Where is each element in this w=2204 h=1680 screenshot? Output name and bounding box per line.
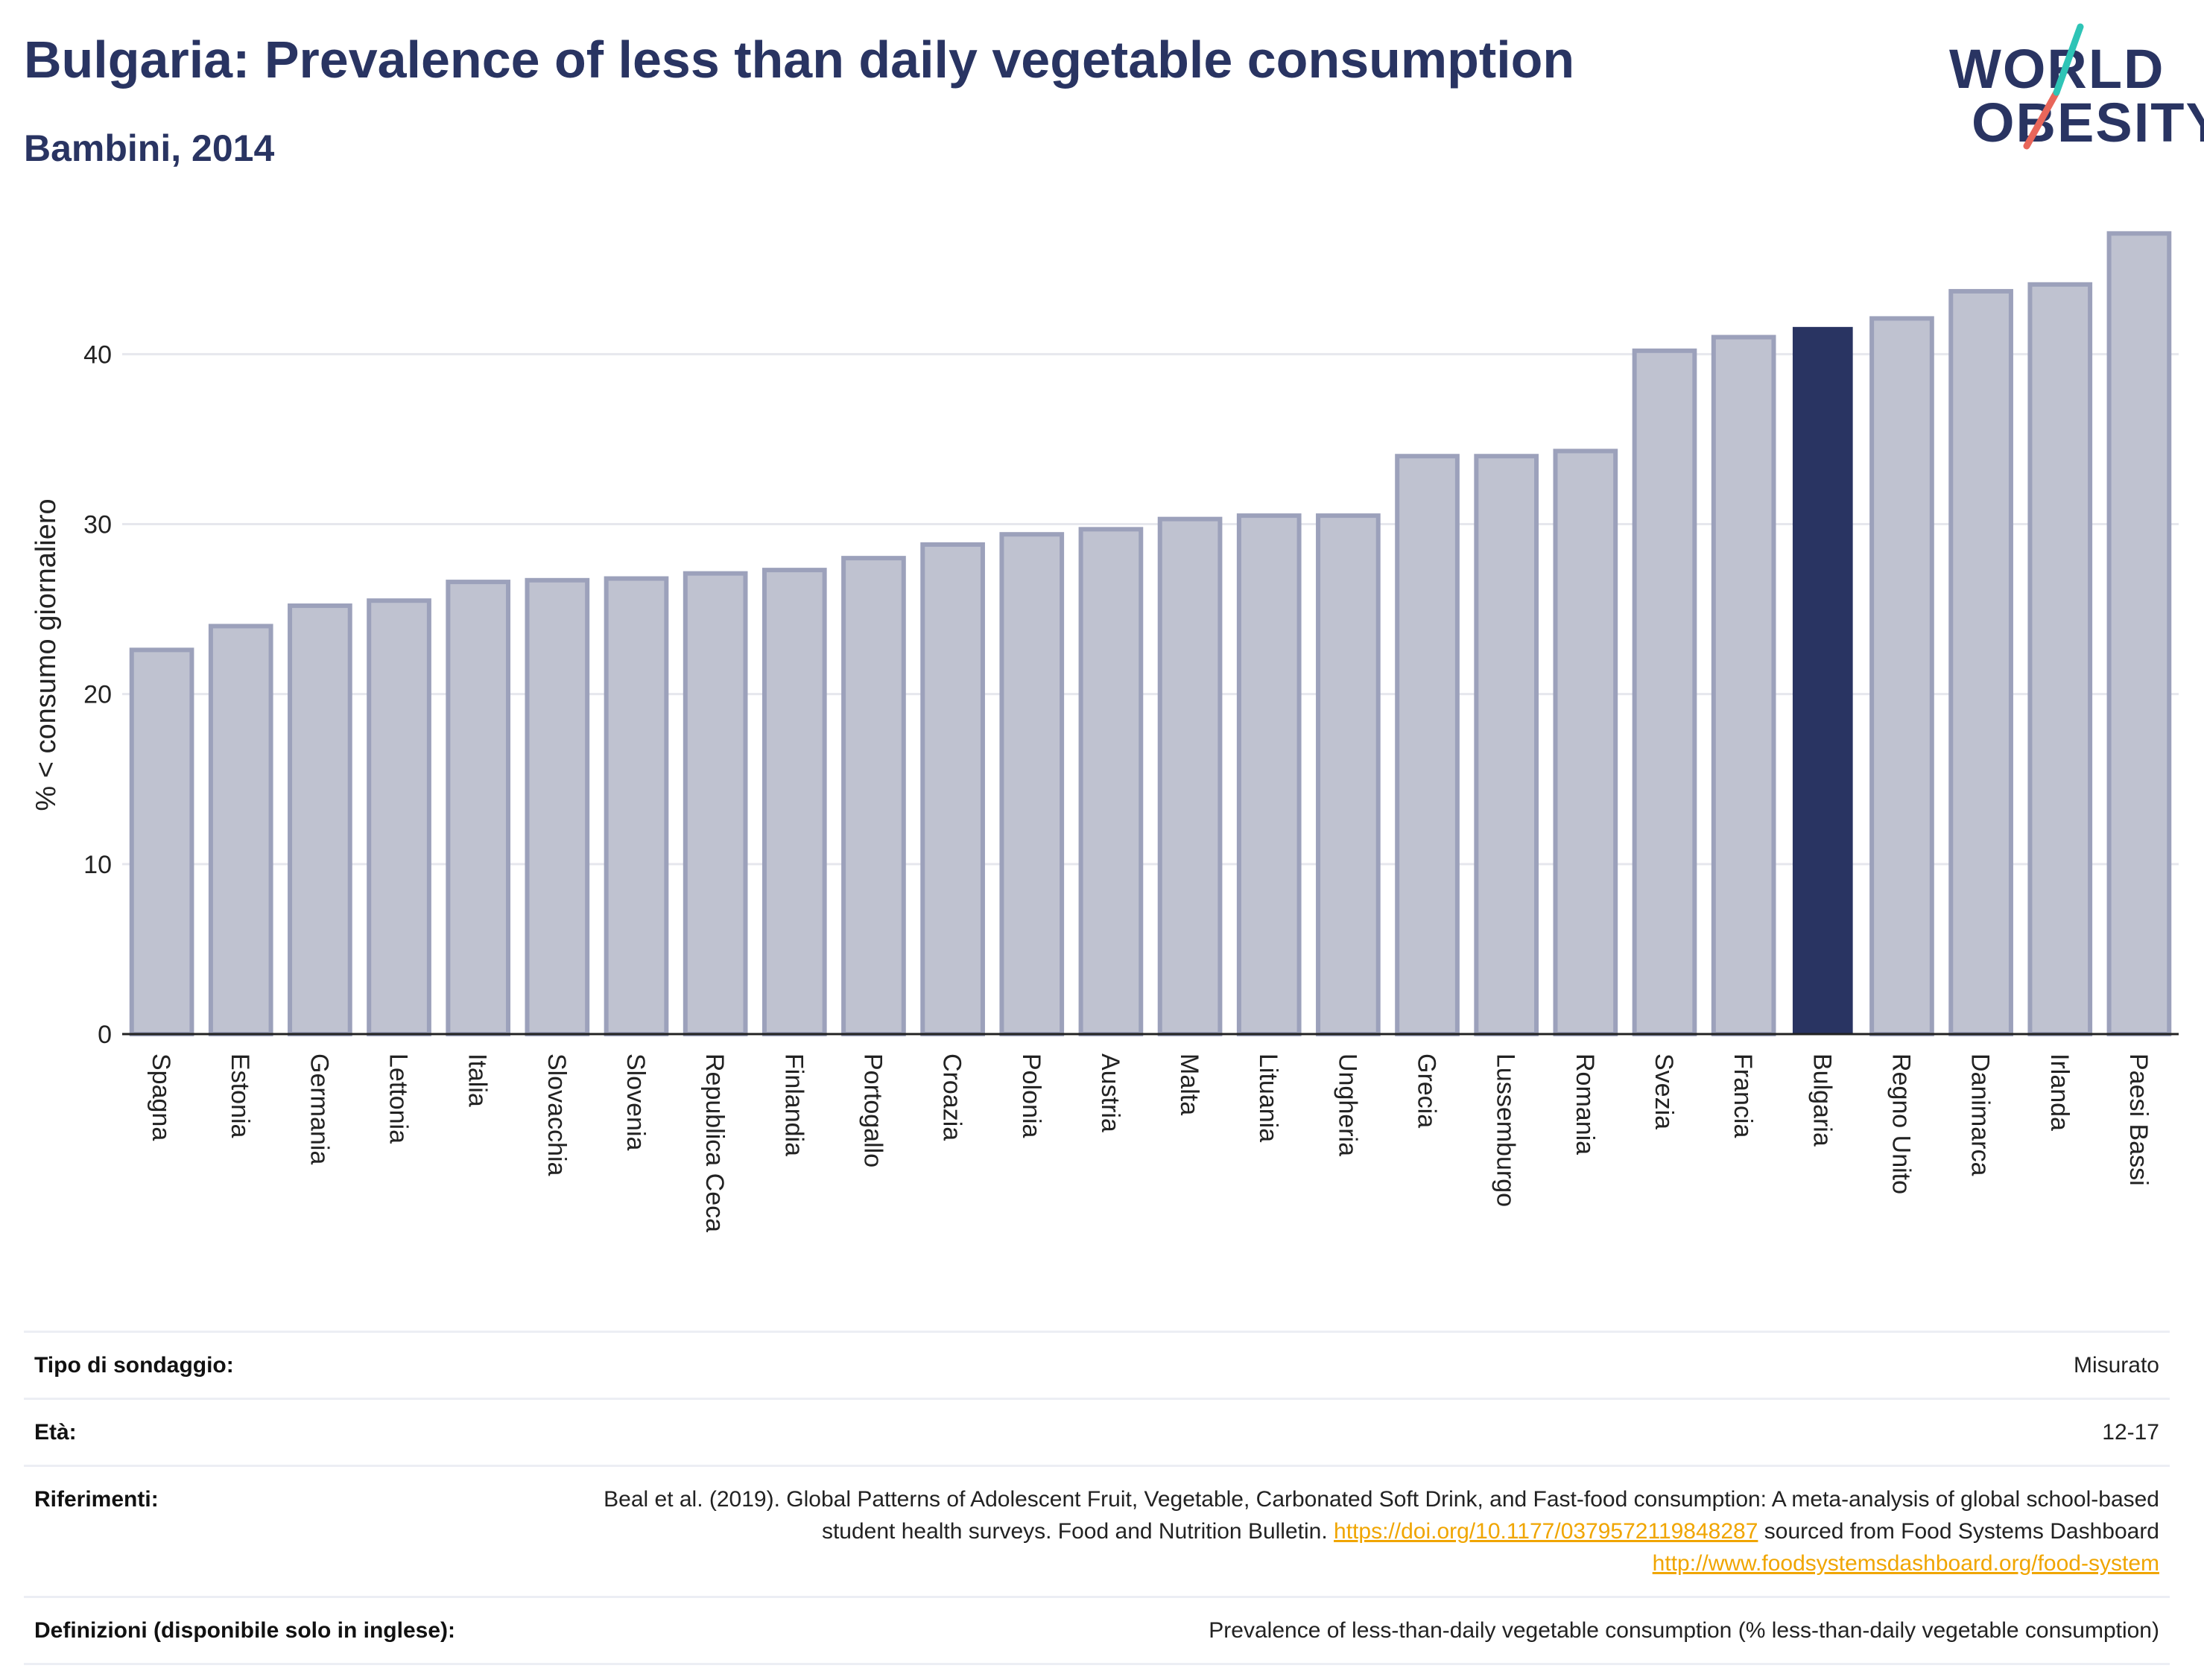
bar-croazia[interactable] — [920, 542, 985, 1036]
x-tick-label: Bulgaria — [1808, 1053, 1836, 1147]
x-tick-label: Ungheria — [1333, 1053, 1361, 1156]
x-tick-label: Lussemburgo — [1492, 1053, 1520, 1207]
bar-estonia[interactable] — [208, 624, 273, 1036]
bar-slovacchia[interactable] — [525, 577, 590, 1036]
references-source-text: sourced from Food Systems Dashboard — [1764, 1519, 2159, 1544]
chart-title: Bulgaria: Prevalence of less than daily … — [24, 31, 1575, 89]
bar-bulgaria[interactable] — [1792, 326, 1853, 1034]
references-text: Beal et al. (2019). Global Patterns of A… — [604, 1487, 2159, 1544]
x-tick-label: Germania — [305, 1053, 333, 1164]
bar-irlanda[interactable] — [2027, 282, 2093, 1036]
bar-grecia[interactable] — [1395, 454, 1460, 1036]
references-label: Riferimenti: — [34, 1487, 159, 1512]
bar-lettonia[interactable] — [367, 598, 431, 1036]
x-tick-label: Italia — [463, 1053, 492, 1107]
x-tick-label: Spagna — [147, 1053, 175, 1141]
bar-malta[interactable] — [1157, 516, 1223, 1036]
definitions-label: Definizioni (disponibile solo in inglese… — [34, 1618, 456, 1643]
y-axis-label: % < consumo giornaliero — [31, 498, 62, 811]
y-tick-label: 0 — [98, 1021, 112, 1049]
x-tick-label: Grecia — [1413, 1053, 1441, 1128]
survey-type-value: Misurato — [2073, 1353, 2159, 1378]
y-tick-label: 10 — [83, 851, 112, 879]
x-tick-label: Lettonia — [384, 1053, 413, 1144]
bar-regno-unito[interactable] — [1869, 316, 1934, 1036]
chart-subtitle: Bambini, 2014 — [24, 127, 275, 169]
bar-austria[interactable] — [1078, 527, 1144, 1036]
survey-type-label: Tipo di sondaggio: — [34, 1353, 234, 1378]
x-tick-label: Portogallo — [858, 1053, 887, 1167]
bar-chart: 0 10 20 30 40 Spagna Estonia Germania Lettonia It… — [31, 231, 2179, 1232]
bar-francia[interactable] — [1711, 335, 1776, 1036]
info-table: Tipo di sondaggio: Misurato Età: 12-17 R… — [24, 1331, 2170, 1665]
x-tick-label: Finlandia — [779, 1053, 808, 1156]
bar-svezia[interactable] — [1632, 348, 1697, 1036]
bar-ungheria[interactable] — [1316, 513, 1381, 1036]
dashboard-link[interactable]: http://www.foodsystemsdashboard.org/food… — [1652, 1551, 2159, 1576]
bar-lituania[interactable] — [1236, 513, 1302, 1036]
bar-germania[interactable] — [288, 603, 352, 1036]
definitions-value: Prevalence of less-than-daily vegetable … — [1209, 1618, 2159, 1643]
info-row-references: Riferimenti: Beal et al. (2019). Global … — [24, 1465, 2170, 1596]
bar-romania[interactable] — [1553, 448, 1618, 1036]
x-tick-label: Slovenia — [621, 1053, 650, 1151]
x-tick-label: Slovacchia — [542, 1053, 571, 1176]
y-tick-label: 40 — [83, 340, 112, 369]
bar-polonia[interactable] — [999, 532, 1065, 1036]
x-tick-label: Romania — [1571, 1053, 1599, 1155]
world-obesity-logo: WORLD OBESITY — [1937, 21, 2204, 162]
bar-paesi-bassi[interactable] — [2106, 231, 2172, 1036]
x-tick-label: Austria — [1096, 1053, 1124, 1132]
x-tick-label: Estonia — [226, 1053, 254, 1138]
logo-line-2: OBESITY — [1972, 92, 2204, 153]
bar-portogallo[interactable] — [841, 556, 906, 1036]
y-tick-label: 30 — [83, 511, 112, 539]
x-tick-label: Croazia — [938, 1053, 966, 1141]
axes: 0 10 20 30 40 Spagna Estonia Germania Lettonia It… — [83, 340, 2179, 1232]
x-tick-label: Polonia — [1017, 1053, 1045, 1138]
x-tick-label: Regno Unito — [1887, 1053, 1915, 1194]
doi-link[interactable]: https://doi.org/10.1177/0379572119848287 — [1334, 1519, 1758, 1544]
x-tick-label: Republica Ceca — [700, 1053, 729, 1232]
x-tick-label: Paesi Bassi — [2124, 1053, 2153, 1186]
x-tick-label: Svezia — [1650, 1053, 1678, 1129]
y-tick-label: 20 — [83, 681, 112, 709]
bar-slovenia[interactable] — [604, 576, 669, 1036]
bar-republica-ceca[interactable] — [683, 571, 748, 1036]
bar-lussemburgo[interactable] — [1474, 454, 1539, 1036]
info-row-definitions: Definizioni (disponibile solo in inglese… — [24, 1596, 2170, 1665]
age-label: Età: — [34, 1420, 77, 1445]
logo-slash-icon — [2023, 23, 2084, 150]
bar-spagna[interactable] — [129, 647, 194, 1036]
bars — [129, 231, 2172, 1037]
bar-finlandia[interactable] — [761, 568, 827, 1036]
x-tick-label: Malta — [1175, 1053, 1203, 1115]
age-value: 12-17 — [2102, 1420, 2159, 1445]
references-value: Beal et al. (2019). Global Patterns of A… — [535, 1483, 2159, 1579]
info-row-age: Età: 12-17 — [24, 1398, 2170, 1465]
bar-italia[interactable] — [446, 580, 511, 1036]
x-tick-label: Francia — [1729, 1053, 1757, 1138]
x-tick-label: Irlanda — [2045, 1053, 2074, 1131]
x-tick-label: Lituania — [1254, 1053, 1282, 1142]
info-row-survey: Tipo di sondaggio: Misurato — [24, 1331, 2170, 1398]
x-tick-label: Danimarca — [1966, 1053, 1995, 1176]
bar-danimarca[interactable] — [1948, 288, 2013, 1037]
